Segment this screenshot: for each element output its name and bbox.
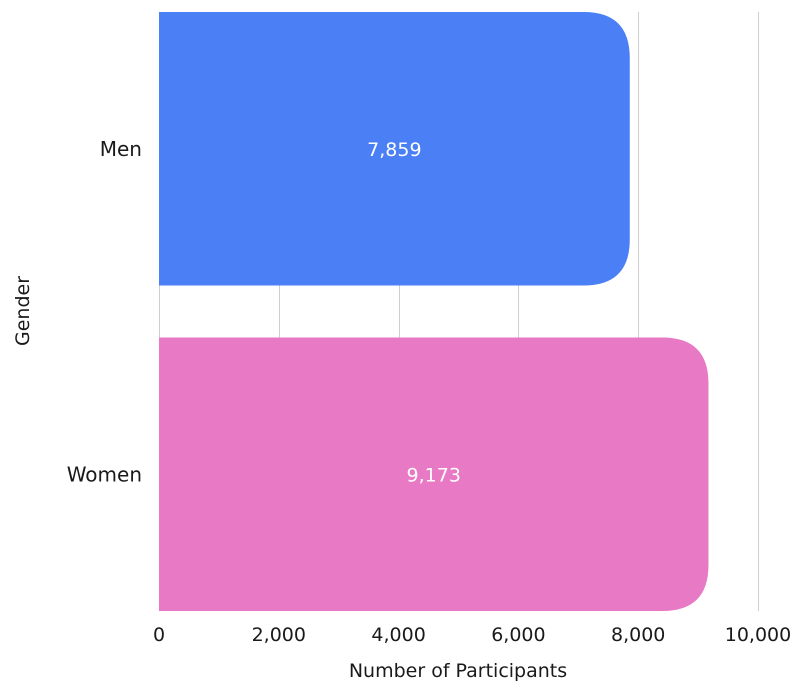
category-label-men: Men bbox=[100, 137, 142, 161]
x-tick-labels: 0 2,000 4,000 6,000 8,000 10,000 bbox=[153, 624, 791, 646]
x-tick-label-0: 0 bbox=[153, 624, 165, 646]
data-labels: 7,859 9,173 bbox=[367, 139, 461, 487]
x-tick-label-1: 2,000 bbox=[252, 624, 306, 646]
y-axis-title: Gender bbox=[12, 276, 34, 346]
data-label-men: 7,859 bbox=[367, 139, 421, 161]
x-axis-title: Number of Participants bbox=[349, 660, 567, 682]
x-tick-label-5: 10,000 bbox=[725, 624, 791, 646]
bars bbox=[159, 12, 709, 611]
bar-men bbox=[159, 12, 630, 286]
data-label-women: 9,173 bbox=[407, 464, 461, 486]
x-tick-label-3: 6,000 bbox=[491, 624, 545, 646]
category-label-women: Women bbox=[67, 462, 142, 486]
x-tick-label-2: 4,000 bbox=[371, 624, 425, 646]
x-tick-label-4: 8,000 bbox=[611, 624, 665, 646]
category-labels: Men Women bbox=[67, 137, 142, 487]
bar-women bbox=[159, 337, 709, 611]
